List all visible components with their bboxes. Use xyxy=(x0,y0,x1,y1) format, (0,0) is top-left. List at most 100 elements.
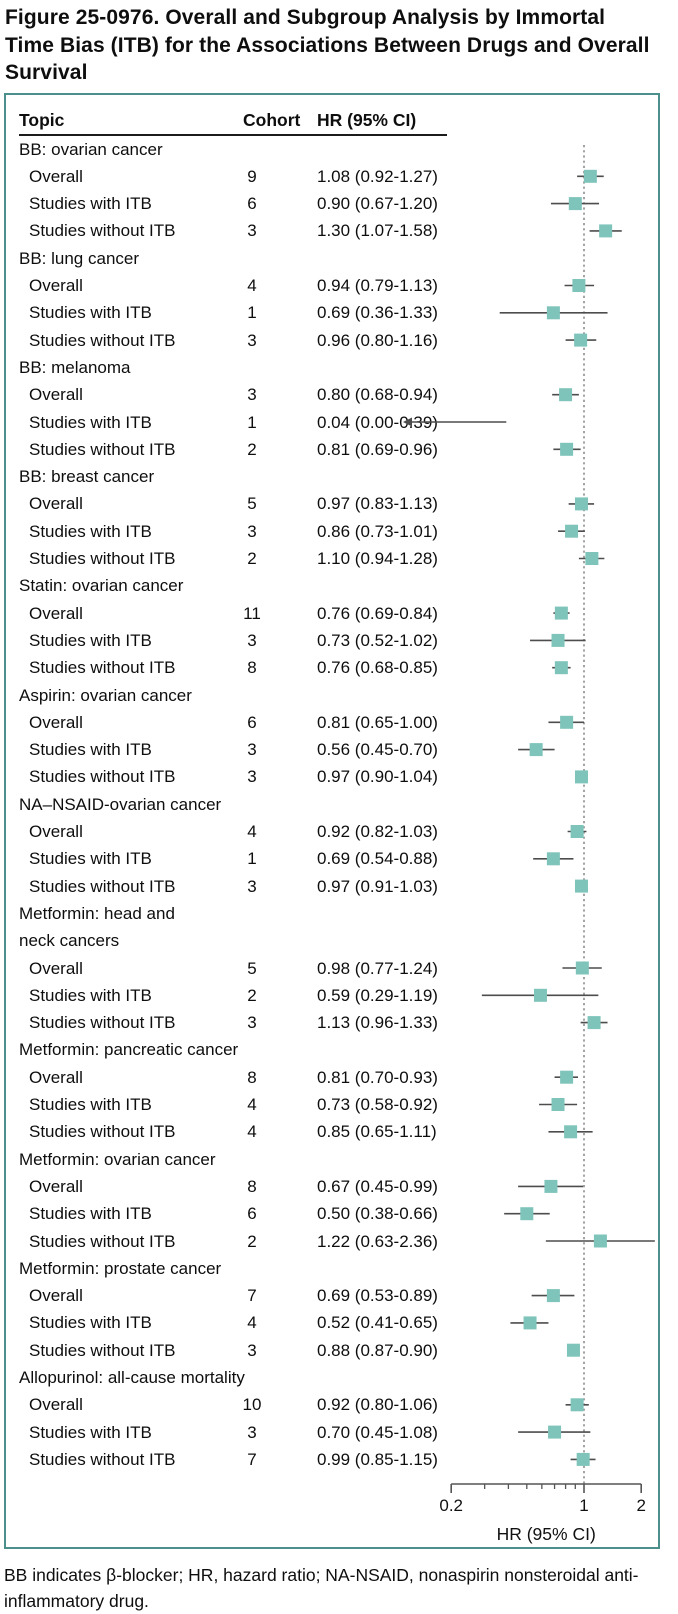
topic-cell: Studies with ITB xyxy=(29,1422,152,1442)
hr-ci-cell: 0.99 (0.85-1.15) xyxy=(317,1449,438,1469)
table-row: Studies without ITB 3 0.97 (0.90-1.04) xyxy=(6,763,658,791)
table-row: Studies with ITB 6 0.90 (0.67-1.20) xyxy=(6,190,658,218)
group-label: BB: ovarian cancer xyxy=(19,139,163,159)
table-row: Studies without ITB 2 1.10 (0.94-1.28) xyxy=(6,545,658,573)
table-row: Studies without ITB 3 0.97 (0.91-1.03) xyxy=(6,873,658,901)
cohort-cell: 3 xyxy=(247,876,257,896)
table-row: Studies without ITB 2 1.22 (0.63-2.36) xyxy=(6,1228,658,1256)
table-row: Studies with ITB 3 0.56 (0.45-0.70) xyxy=(6,736,658,764)
group-label: BB: melanoma xyxy=(19,357,131,377)
table-row: Studies with ITB 1 0.04 (0.00-0.39) xyxy=(6,409,658,437)
hr-ci-cell: 1.10 (0.94-1.28) xyxy=(317,549,438,568)
topic-cell: Overall xyxy=(29,1286,83,1306)
group-label-row: Metformin: prostate cancer xyxy=(6,1255,658,1283)
topic-cell: Studies with ITB xyxy=(29,521,152,541)
topic-cell: Studies without ITB xyxy=(29,658,176,678)
hr-ci-cell: 0.97 (0.83-1.13) xyxy=(317,494,438,514)
topic-cell: Studies without ITB xyxy=(29,1013,176,1033)
hr-ci-cell: 0.81 (0.69-0.96) xyxy=(317,439,438,459)
hr-ci-cell: 0.76 (0.69-0.84) xyxy=(317,603,438,623)
cohort-cell: 3 xyxy=(247,221,257,241)
topic-cell: Studies with ITB xyxy=(29,303,152,323)
cohort-cell: 10 xyxy=(242,1395,262,1415)
table-row: Studies with ITB 6 0.50 (0.38-0.66) xyxy=(6,1200,658,1228)
topic-cell: Studies with ITB xyxy=(29,630,152,650)
hr-ci-cell: 0.94 (0.79-1.13) xyxy=(317,276,438,295)
hr-ci-cell: 1.08 (0.92-1.27) xyxy=(317,166,438,186)
topic-cell: Studies without ITB xyxy=(29,1340,176,1360)
topic-cell: Overall xyxy=(29,166,83,186)
group-label-row: BB: breast cancer xyxy=(6,463,658,491)
group-label: Aspirin: ovarian cancer xyxy=(19,685,192,705)
topic-cell: Studies without ITB xyxy=(29,221,176,241)
cohort-cell: 2 xyxy=(247,549,257,568)
table-row: Studies without ITB 4 0.85 (0.65-1.11) xyxy=(6,1118,658,1146)
hr-ci-cell: 0.50 (0.38-0.66) xyxy=(317,1204,438,1224)
group-label: Metformin: head and xyxy=(19,903,175,923)
table-row: Overall 7 0.69 (0.53-0.89) xyxy=(6,1282,658,1310)
group-label-row: BB: ovarian cancer xyxy=(6,136,658,164)
table-row: Overall 5 0.98 (0.77-1.24) xyxy=(6,955,658,983)
cohort-cell: 3 xyxy=(247,521,257,541)
table-row: Overall 11 0.76 (0.69-0.84) xyxy=(6,600,658,628)
cohort-cell: 11 xyxy=(243,603,261,623)
group-label: Allopurinol: all-cause mortality xyxy=(19,1368,245,1387)
cohort-cell: 9 xyxy=(247,166,257,186)
figure-title: Figure 25-0976. Overall and Subgroup Ana… xyxy=(5,6,650,85)
hr-ci-cell: 0.69 (0.36-1.33) xyxy=(317,303,438,323)
table-row: Studies with ITB 3 0.70 (0.45-1.08) xyxy=(6,1419,658,1447)
cohort-cell: 1 xyxy=(247,849,257,869)
cohort-cell: 2 xyxy=(247,1231,257,1251)
cohort-cell: 4 xyxy=(247,276,257,295)
topic-cell: Overall xyxy=(29,958,83,978)
topic-cell: Studies without ITB xyxy=(29,330,176,350)
cohort-cell: 3 xyxy=(247,1013,257,1033)
hr-ci-cell: 1.13 (0.96-1.33) xyxy=(317,1013,438,1033)
topic-cell: Studies without ITB xyxy=(29,876,176,896)
table-row: Overall 4 0.92 (0.82-1.03) xyxy=(6,818,658,846)
topic-cell: Overall xyxy=(29,276,83,295)
table-row: Studies with ITB 4 0.52 (0.41-0.65) xyxy=(6,1309,658,1337)
cohort-cell: 2 xyxy=(247,985,257,1005)
column-header-topic: Topic xyxy=(19,110,65,131)
hr-ci-cell: 0.85 (0.65-1.11) xyxy=(317,1122,437,1142)
cohort-cell: 3 xyxy=(247,630,257,650)
hr-ci-cell: 0.04 (0.00-0.39) xyxy=(317,412,438,432)
hr-ci-cell: 0.81 (0.70-0.93) xyxy=(317,1067,438,1087)
topic-cell: Overall xyxy=(29,494,83,514)
group-label-row: Metformin: head and xyxy=(6,900,658,928)
cohort-cell: 4 xyxy=(247,822,257,841)
hr-ci-cell: 0.73 (0.52-1.02) xyxy=(317,630,438,650)
cohort-cell: 4 xyxy=(247,1313,257,1333)
topic-cell: Studies with ITB xyxy=(29,740,152,760)
hr-ci-cell: 1.30 (1.07-1.58) xyxy=(317,221,438,241)
table-row: Overall 10 0.92 (0.80-1.06) xyxy=(6,1391,658,1419)
table-row: Overall 3 0.80 (0.68-0.94) xyxy=(6,381,658,409)
topic-cell: Studies without ITB xyxy=(29,1449,176,1469)
cohort-cell: 4 xyxy=(247,1095,257,1114)
group-label: Metformin: prostate cancer xyxy=(19,1258,222,1278)
cohort-cell: 2 xyxy=(247,439,257,459)
cohort-cell: 7 xyxy=(247,1449,257,1469)
cohort-cell: 8 xyxy=(247,658,257,678)
hr-ci-cell: 0.69 (0.53-0.89) xyxy=(317,1286,438,1306)
topic-cell: Studies with ITB xyxy=(29,985,152,1005)
group-label: Metformin: pancreatic cancer xyxy=(19,1040,239,1060)
cohort-cell: 1 xyxy=(247,412,257,432)
header-underline xyxy=(19,134,447,137)
table-row: Studies with ITB 3 0.86 (0.73-1.01) xyxy=(6,518,658,546)
cohort-cell: 3 xyxy=(247,385,257,405)
table-row: Studies without ITB 3 1.30 (1.07-1.58) xyxy=(6,217,658,245)
figure-page: Figure 25-0976. Overall and Subgroup Ana… xyxy=(0,4,678,1614)
topic-cell: Overall xyxy=(29,1067,83,1087)
group-label-row: Allopurinol: all-cause mortality xyxy=(6,1364,658,1392)
topic-cell: Studies without ITB xyxy=(29,1231,176,1251)
group-label-row: NA–NSAID-ovarian cancer xyxy=(6,791,658,819)
group-label-row: Aspirin: ovarian cancer xyxy=(6,682,658,710)
table-row: Overall 8 0.67 (0.45-0.99) xyxy=(6,1173,658,1201)
group-label: neck cancers xyxy=(19,931,120,951)
topic-cell: Studies with ITB xyxy=(29,1095,152,1114)
group-label-row: Metformin: pancreatic cancer xyxy=(6,1036,658,1064)
cohort-cell: 3 xyxy=(247,1340,257,1360)
group-label-row: neck cancers xyxy=(6,927,658,955)
